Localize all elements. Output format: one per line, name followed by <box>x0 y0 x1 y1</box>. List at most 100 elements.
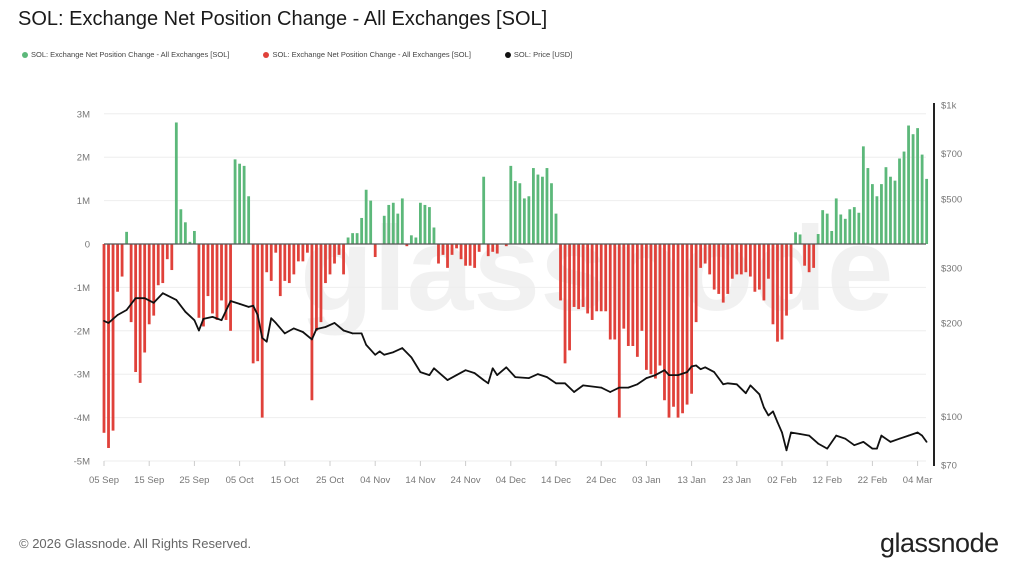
bar-negative[interactable] <box>694 244 698 323</box>
bar-negative[interactable] <box>215 244 219 320</box>
bar-positive[interactable] <box>414 237 418 244</box>
bar-positive[interactable] <box>513 181 517 244</box>
bar-positive[interactable] <box>188 241 192 244</box>
bar-negative[interactable] <box>260 244 264 418</box>
bar-negative[interactable] <box>735 244 739 275</box>
bar-positive[interactable] <box>396 213 400 244</box>
bar-negative[interactable] <box>138 244 142 383</box>
bar-positive[interactable] <box>527 196 531 244</box>
bar-negative[interactable] <box>785 244 788 316</box>
bar-positive[interactable] <box>839 214 843 244</box>
bar-negative[interactable] <box>107 244 110 448</box>
bar-positive[interactable] <box>550 183 553 244</box>
bar-positive[interactable] <box>355 233 359 244</box>
bar-positive[interactable] <box>233 159 237 244</box>
bar-positive[interactable] <box>419 202 422 244</box>
bar-positive[interactable] <box>875 196 879 244</box>
bar-positive[interactable] <box>179 209 183 244</box>
bar-negative[interactable] <box>251 244 255 364</box>
bar-positive[interactable] <box>409 235 413 244</box>
bar-negative[interactable] <box>441 244 445 255</box>
bar-positive[interactable] <box>880 184 883 244</box>
bar-positive[interactable] <box>857 212 861 244</box>
bar-negative[interactable] <box>473 244 477 268</box>
bar-negative[interactable] <box>608 244 612 340</box>
bar-negative[interactable] <box>265 244 269 273</box>
bar-negative[interactable] <box>455 244 458 249</box>
bar-positive[interactable] <box>387 204 391 244</box>
bar-negative[interactable] <box>645 244 648 370</box>
bar-positive[interactable] <box>509 165 513 244</box>
bar-positive[interactable] <box>382 215 386 244</box>
bar-negative[interactable] <box>170 244 174 271</box>
bar-negative[interactable] <box>758 244 761 290</box>
bar-negative[interactable] <box>776 244 779 342</box>
bar-positive[interactable] <box>238 163 241 244</box>
bar-negative[interactable] <box>315 244 318 331</box>
bar-negative[interactable] <box>690 244 693 394</box>
bar-negative[interactable] <box>224 244 228 320</box>
bar-negative[interactable] <box>156 244 160 286</box>
bar-negative[interactable] <box>753 244 757 292</box>
bar-negative[interactable] <box>278 244 282 297</box>
bar-negative[interactable] <box>206 244 210 297</box>
bar-positive[interactable] <box>428 207 431 244</box>
bar-negative[interactable] <box>739 244 743 275</box>
bar-negative[interactable] <box>703 244 707 264</box>
legend-item-net-change-negative[interactable]: SOL: Exchange Net Position Change - All … <box>263 50 471 59</box>
bar-negative[interactable] <box>464 244 467 266</box>
bar-negative[interactable] <box>590 244 594 320</box>
bar-negative[interactable] <box>147 244 151 325</box>
bar-positive[interactable] <box>884 167 888 244</box>
bar-negative[interactable] <box>102 244 106 433</box>
bar-negative[interactable] <box>807 244 811 273</box>
bar-positive[interactable] <box>536 174 540 244</box>
bar-negative[interactable] <box>559 244 562 301</box>
bar-negative[interactable] <box>803 244 806 266</box>
bar-negative[interactable] <box>437 244 440 264</box>
bar-positive[interactable] <box>911 134 915 244</box>
bar-positive[interactable] <box>423 204 427 244</box>
bar-negative[interactable] <box>256 244 260 362</box>
bar-positive[interactable] <box>825 213 829 244</box>
bar-positive[interactable] <box>541 176 544 244</box>
bar-positive[interactable] <box>482 176 486 244</box>
bar-positive[interactable] <box>545 168 549 244</box>
bar-negative[interactable] <box>324 244 327 284</box>
bar-negative[interactable] <box>165 244 169 260</box>
bar-negative[interactable] <box>477 244 481 252</box>
bar-negative[interactable] <box>812 244 816 268</box>
bar-negative[interactable] <box>283 244 287 281</box>
bar-negative[interactable] <box>780 244 784 340</box>
bar-positive[interactable] <box>174 122 178 244</box>
bar-negative[interactable] <box>287 244 291 284</box>
bar-negative[interactable] <box>274 244 278 253</box>
bar-positive[interactable] <box>902 151 906 244</box>
bar-positive[interactable] <box>821 210 825 244</box>
bar-positive[interactable] <box>798 234 802 244</box>
bar-positive[interactable] <box>861 146 865 244</box>
bar-negative[interactable] <box>767 244 770 279</box>
bar-negative[interactable] <box>640 244 644 331</box>
bar-positive[interactable] <box>889 176 892 244</box>
bar-positive[interactable] <box>834 198 838 244</box>
bar-negative[interactable] <box>595 244 599 312</box>
bar-negative[interactable] <box>726 244 730 294</box>
bar-negative[interactable] <box>649 244 653 375</box>
bar-negative[interactable] <box>572 244 576 307</box>
bar-negative[interactable] <box>748 244 752 277</box>
bar-negative[interactable] <box>111 244 115 431</box>
bar-positive[interactable] <box>843 218 847 244</box>
bar-positive[interactable] <box>400 198 404 244</box>
bar-positive[interactable] <box>247 196 251 244</box>
bar-negative[interactable] <box>563 244 567 364</box>
bar-positive[interactable] <box>907 125 910 244</box>
bar-positive[interactable] <box>125 231 128 244</box>
bar-negative[interactable] <box>220 244 223 301</box>
bar-positive[interactable] <box>893 180 897 244</box>
bar-negative[interactable] <box>202 244 205 327</box>
bar-negative[interactable] <box>504 244 508 247</box>
bar-negative[interactable] <box>581 244 585 307</box>
bar-negative[interactable] <box>631 244 635 346</box>
bar-negative[interactable] <box>721 244 725 303</box>
